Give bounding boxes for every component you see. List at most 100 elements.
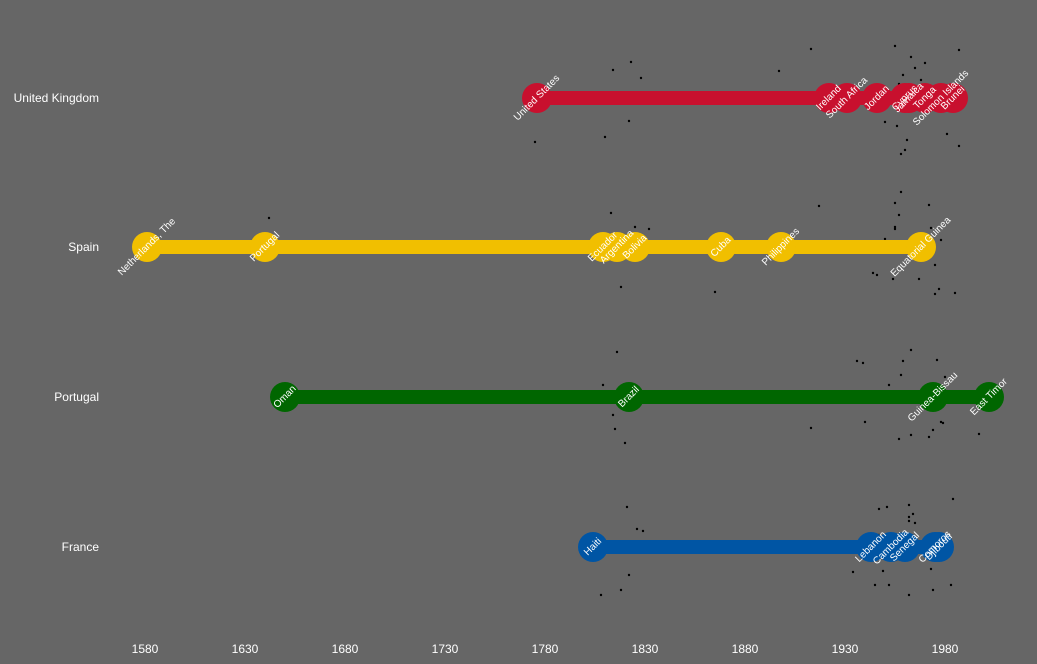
scatter-point [883, 237, 887, 241]
scatter-point [931, 428, 935, 432]
scatter-point [897, 437, 901, 441]
scatter-point [951, 497, 955, 501]
country-label: France [62, 540, 100, 554]
x-tick-label: 1930 [832, 642, 859, 656]
scatter-point [939, 420, 943, 424]
scatter-point [907, 503, 911, 507]
scatter-point [887, 583, 891, 587]
scatter-point [625, 505, 629, 509]
scatter-point [913, 66, 917, 70]
scatter-point [909, 348, 913, 352]
event-point [620, 232, 650, 262]
x-tick-label: 1980 [932, 642, 959, 656]
scatter-point [619, 588, 623, 592]
x-tick-label: 1630 [232, 642, 259, 656]
scatter-point [895, 124, 899, 128]
event-point [250, 232, 280, 262]
scatter-point [639, 76, 643, 80]
scatter-point [899, 152, 903, 156]
scatter-point [929, 567, 933, 571]
event-point [270, 382, 300, 412]
scatter-point [533, 140, 537, 144]
event-point [832, 83, 862, 113]
scatter-point [941, 421, 945, 425]
series-bars [147, 91, 989, 554]
country-label: Portugal [54, 390, 99, 404]
scatter-point [907, 515, 911, 519]
event-point [578, 532, 608, 562]
scatter-point [943, 375, 947, 379]
x-tick-label: 1880 [732, 642, 759, 656]
scatter-point [977, 432, 981, 436]
scatter-point [901, 73, 905, 77]
scatter-point [899, 190, 903, 194]
scatter-point [629, 60, 633, 64]
scatter-point [871, 271, 875, 275]
scatter-point [945, 132, 949, 136]
x-tick-label: 1680 [332, 642, 359, 656]
scatter-point [855, 359, 859, 363]
event-points [132, 83, 1004, 562]
scatter-point [599, 593, 603, 597]
event-point [522, 83, 552, 113]
scatter-point [911, 512, 915, 516]
scatter-point [883, 120, 887, 124]
scatter-point [939, 238, 943, 242]
scatter-point [609, 211, 613, 215]
scatter-point [881, 569, 885, 573]
scatter-point [907, 593, 911, 597]
scatter-point [623, 441, 627, 445]
scatter-point [613, 427, 617, 431]
scatter-point [619, 285, 623, 289]
scatter-point [615, 350, 619, 354]
scatter-point [893, 44, 897, 48]
country-label: Spain [68, 240, 99, 254]
x-tick-label: 1780 [532, 642, 559, 656]
scatter-point [927, 203, 931, 207]
scatter-point [891, 277, 895, 281]
event-point [614, 382, 644, 412]
country-labels: United Kingdom Spain Portugal France [14, 91, 100, 554]
scatter-point [601, 383, 605, 387]
event-point [132, 232, 162, 262]
scatter-point [909, 55, 913, 59]
scatter-point [897, 213, 901, 217]
scatter-point [917, 277, 921, 281]
scatter-point [937, 287, 941, 291]
scatter-point [777, 69, 781, 73]
scatter-point [647, 227, 651, 231]
scatter-point [957, 144, 961, 148]
scatter-point [611, 413, 615, 417]
country-label: United Kingdom [14, 91, 99, 105]
scatter-point [893, 225, 897, 229]
scatter-point [957, 48, 961, 52]
scatter-point [641, 529, 645, 533]
event-point [918, 382, 948, 412]
event-point [890, 532, 920, 562]
scatter-point [635, 527, 639, 531]
scatter-point [851, 570, 855, 574]
scatter-point [875, 273, 879, 277]
scatter-point [927, 435, 931, 439]
scatter-point [863, 420, 867, 424]
scatter-point [611, 68, 615, 72]
scatter-point [923, 61, 927, 65]
event-point [906, 232, 936, 262]
scatter-point [885, 505, 889, 509]
event-point [924, 532, 954, 562]
scatter-point [933, 292, 937, 296]
scatter-point [905, 138, 909, 142]
scatter-point [901, 359, 905, 363]
scatter-point [603, 135, 607, 139]
scatter-point [809, 426, 813, 430]
scatter-point [713, 290, 717, 294]
scatter-point [627, 573, 631, 577]
scatter-point [933, 263, 937, 267]
event-point [766, 232, 796, 262]
scatter-point [633, 225, 637, 229]
scatter-point [931, 588, 935, 592]
scatter-point [877, 507, 881, 511]
scatter-point [913, 521, 917, 525]
